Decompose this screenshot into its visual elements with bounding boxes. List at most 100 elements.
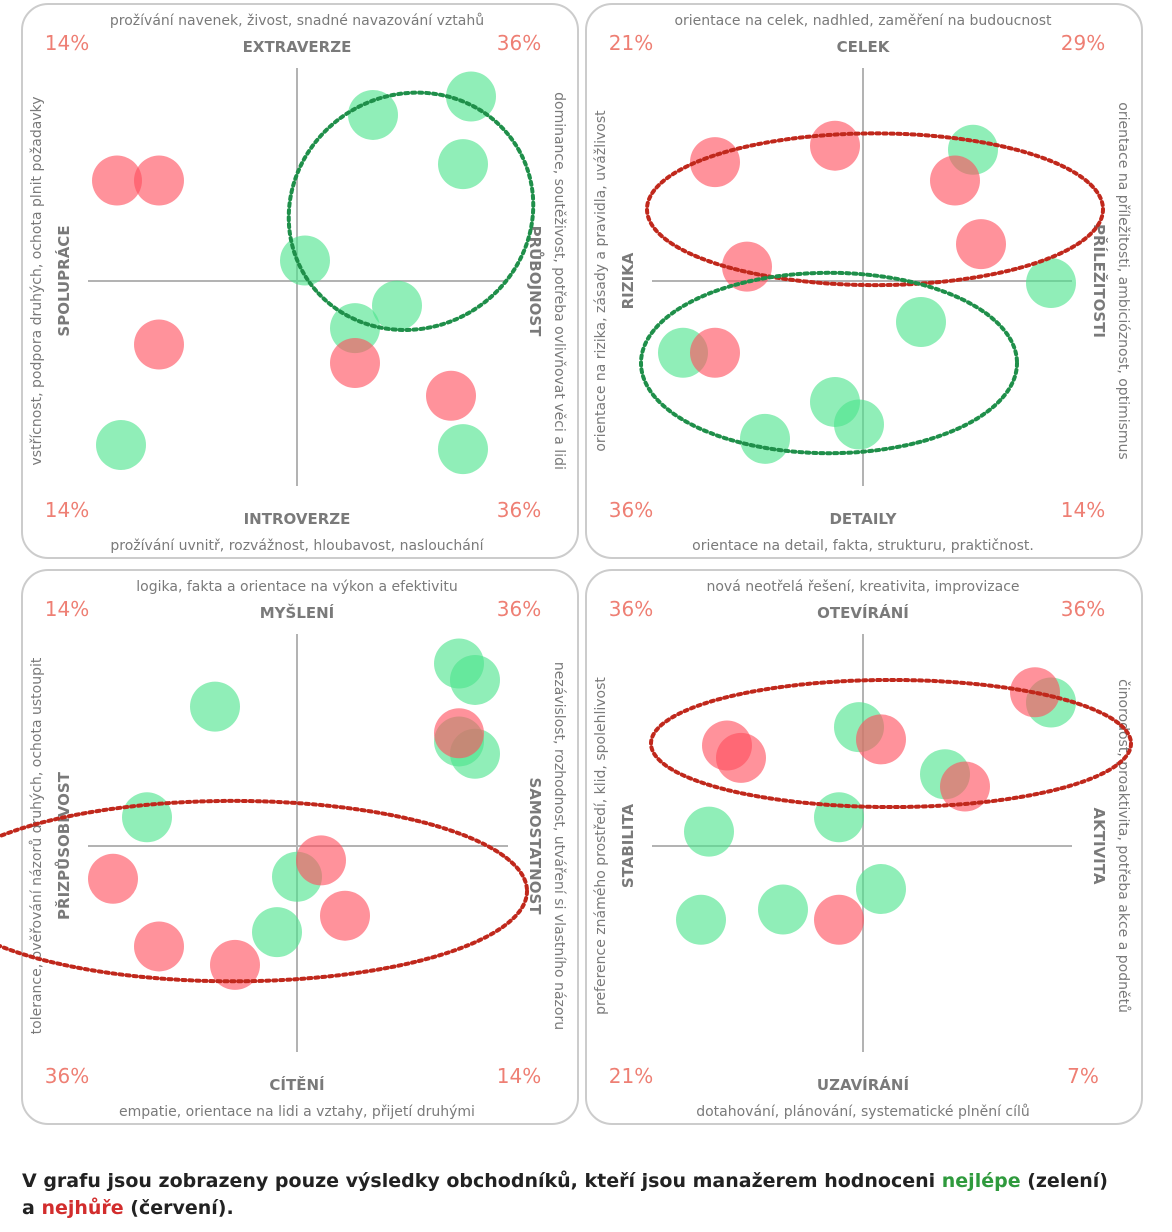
worst-group-ellipse [0,798,529,984]
best-point [676,894,726,945]
best-point [122,792,172,843]
quadrant-panel-3: logika, fakta a orientace na výkon a efe… [0,569,579,1125]
worst-point [134,319,184,370]
percent-bottom-left: 36% [609,498,653,522]
best-point [1026,258,1076,309]
worst-point [690,327,740,378]
worst-point [426,370,476,421]
axis-title-top: EXTRAVERZE [243,38,352,56]
worst-group-ellipse [645,131,1105,288]
worst-point [856,714,906,765]
bottom-description: dotahování, plánování, systematické plně… [696,1104,1030,1120]
best-point [740,413,790,464]
quadrant-panel-4: nová neotřelá řešení, kreativita, improv… [585,569,1143,1125]
bottom-description: prožívání uvnitř, rozvážnost, hloubavost… [110,538,484,554]
best-point [450,654,500,705]
worst-point [716,732,766,783]
worst-point [296,835,346,886]
axis-title-left: RIZIKA [619,252,637,309]
best-point [856,864,906,915]
axis-title-bottom: CÍTĚNÍ [269,1075,325,1094]
axis-title-top: CELEK [837,38,891,56]
top-description: nová neotřelá řešení, kreativita, improv… [706,579,1019,595]
best-point [814,792,864,843]
quadrant-charts: prožívání navenek, živost, snadné navazo… [0,3,1143,1125]
top-description: prožívání navenek, živost, snadné navazo… [110,13,484,29]
axis-title-bottom: INTROVERZE [244,510,351,528]
caption-worst-word: nejhůře [41,1197,124,1219]
percent-top-right: 29% [1061,31,1105,55]
quadrant-panel-2: orientace na celek, nadhled, zaměření na… [585,3,1143,559]
best-point [438,424,488,475]
worst-point [320,890,370,941]
bottom-description: orientace na detail, fakta, strukturu, p… [692,538,1034,554]
percent-top-left: 14% [45,31,89,55]
percent-bottom-right: 14% [1061,498,1105,522]
best-point [348,89,398,140]
caption-best-word: nejlépe [941,1170,1021,1192]
best-group-ellipse [286,90,536,332]
right-description: nezávislost, rozhodnost, utváření si vla… [551,662,567,1030]
worst-point [434,708,484,759]
percent-top-left: 36% [609,597,653,621]
chart-caption: V grafu jsou zobrazeny pouze výsledky ob… [22,1168,1142,1222]
best-point [896,297,946,347]
worst-point [940,761,990,812]
right-description: orientace na příležitosti, ambicióznost,… [1115,102,1131,459]
percent-top-left: 14% [45,597,89,621]
axis-title-left: PŘIZPŮSOBIVOST [53,771,73,920]
percent-top-right: 36% [497,597,541,621]
top-description: logika, fakta a orientace na výkon a efe… [136,579,457,595]
axis-title-bottom: UZAVÍRÁNÍ [817,1075,910,1094]
worst-point [814,894,864,945]
worst-point [88,853,138,904]
best-point [446,71,496,122]
worst-group-ellipse [649,677,1133,810]
bottom-description: empatie, orientace na lidi a vztahy, při… [119,1104,475,1120]
axis-title-top: MYŠLENÍ [260,603,335,622]
best-point [438,139,488,190]
worst-point [930,155,980,206]
percent-top-right: 36% [1061,597,1105,621]
axis-title-left: STABILITA [619,803,637,888]
left-description: orientace na rizika, zásady a pravidla, … [593,110,609,452]
worst-point [134,921,184,972]
axis-title-right: PRŮBOJNOST [526,226,546,338]
percent-bottom-left: 14% [45,498,89,522]
best-point [834,399,884,450]
axis-title-top: OTEVÍRÁNÍ [817,603,909,622]
left-description: preference známého prostředí, klid, spol… [593,677,609,1015]
percent-bottom-right: 36% [497,498,541,522]
best-point [758,884,808,935]
top-description: orientace na celek, nadhled, zaměření na… [674,13,1052,29]
caption-text-2: (zelení) [1020,1170,1108,1192]
worst-point [330,338,380,388]
best-point [372,280,422,331]
axis-title-right: SAMOSTATNOST [526,778,544,916]
best-point [684,806,734,857]
left-description: vstřícnost, podpora druhých, ochota plni… [29,97,45,466]
percent-bottom-right: 14% [497,1064,541,1088]
caption-text-3: a [22,1197,42,1219]
axis-title-left: SPOLUPRÁCE [54,225,73,336]
caption-text-4: (červení). [123,1197,234,1219]
worst-point [134,155,184,206]
caption-text-1: V grafu jsou zobrazeny pouze výsledky ob… [22,1170,942,1192]
best-point [96,420,146,470]
best-group-ellipse [639,270,1019,456]
percent-bottom-left: 21% [609,1064,653,1088]
axis-title-right: PŘÍLEŽITOSTI [1090,224,1109,338]
percent-bottom-right: 7% [1067,1064,1099,1088]
worst-point [810,120,860,171]
best-point [190,681,240,732]
left-description: tolerance, ověřování názorů druhých, och… [29,657,45,1034]
percent-bottom-left: 36% [45,1064,89,1088]
best-point [252,907,302,958]
percent-top-left: 21% [609,31,653,55]
axis-title-right: AKTIVITA [1090,808,1108,885]
quadrant-panel-1: prožívání navenek, živost, snadné navazo… [21,3,579,559]
worst-point [92,155,142,206]
best-point [330,303,380,354]
worst-point [956,219,1006,270]
worst-point [210,939,260,990]
